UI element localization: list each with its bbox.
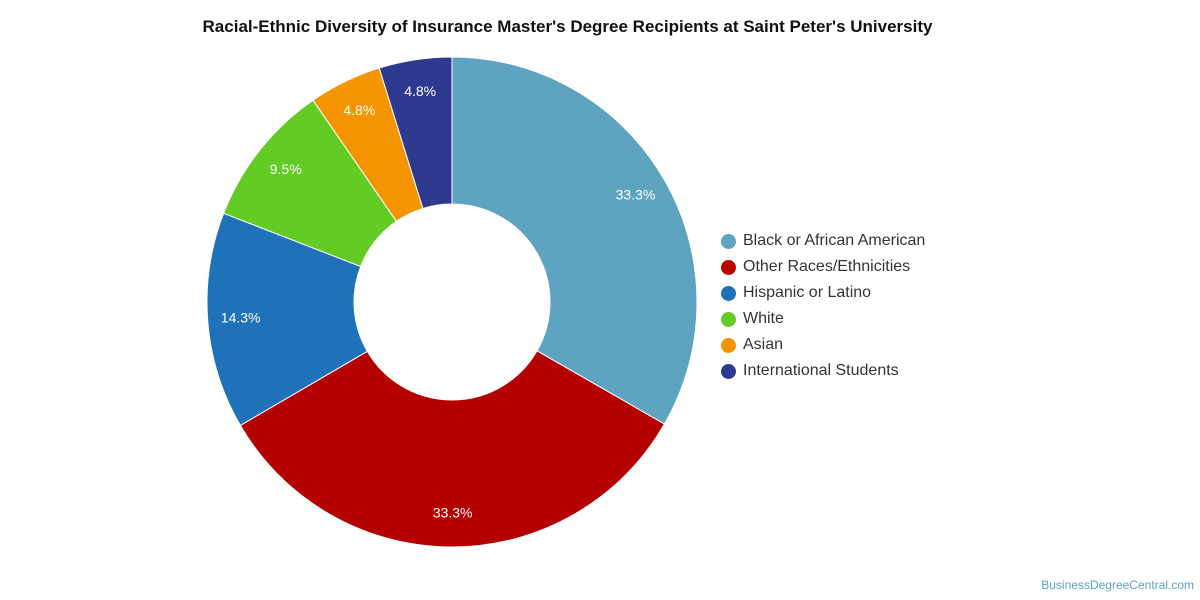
- slice-label-1: 33.3%: [433, 505, 473, 521]
- legend-label-5: International Students: [743, 362, 899, 379]
- legend-label-0: Black or African American: [743, 232, 926, 249]
- slice-2[interactable]: [206, 212, 369, 427]
- legend-item-5[interactable]: International Students: [721, 358, 925, 384]
- slice-1[interactable]: [239, 350, 666, 548]
- legend-swatch-5: [721, 363, 736, 379]
- legend-swatch-3: [721, 311, 736, 327]
- slice-label-2: 14.3%: [221, 309, 261, 325]
- legend-item-2[interactable]: Hispanic or Latino: [721, 280, 925, 306]
- chart-title: Racial-Ethnic Diversity of Insurance Mas…: [202, 17, 933, 36]
- slice-label-0: 33.3%: [616, 187, 656, 203]
- legend-label-1: Other Races/Ethnicities: [743, 258, 911, 275]
- legend-swatch-2: [721, 285, 736, 301]
- legend-item-0[interactable]: Black or African American: [721, 228, 925, 254]
- legend-label-4: Asian: [743, 336, 784, 353]
- slice-label-4: 4.8%: [343, 102, 375, 118]
- chart-legend: Black or African American Other Races/Eth…: [721, 228, 925, 384]
- legend-item-1[interactable]: Other Races/Ethnicities: [721, 254, 925, 280]
- legend-label-2: Hispanic or Latino: [743, 284, 872, 301]
- legend-label-3: White: [743, 310, 784, 327]
- slice-5[interactable]: [378, 56, 453, 210]
- source-link[interactable]: BusinessDegreeCentral.com: [1041, 578, 1194, 592]
- legend-item-4[interactable]: Asian: [721, 332, 925, 358]
- legend-swatch-1: [721, 259, 736, 275]
- slice-0[interactable]: [451, 56, 698, 425]
- legend-swatch-4: [721, 337, 736, 353]
- legend-item-3[interactable]: White: [721, 306, 925, 332]
- slice-label-5: 4.8%: [404, 83, 436, 99]
- legend-swatch-0: [721, 233, 736, 249]
- slice-label-3: 9.5%: [270, 161, 302, 177]
